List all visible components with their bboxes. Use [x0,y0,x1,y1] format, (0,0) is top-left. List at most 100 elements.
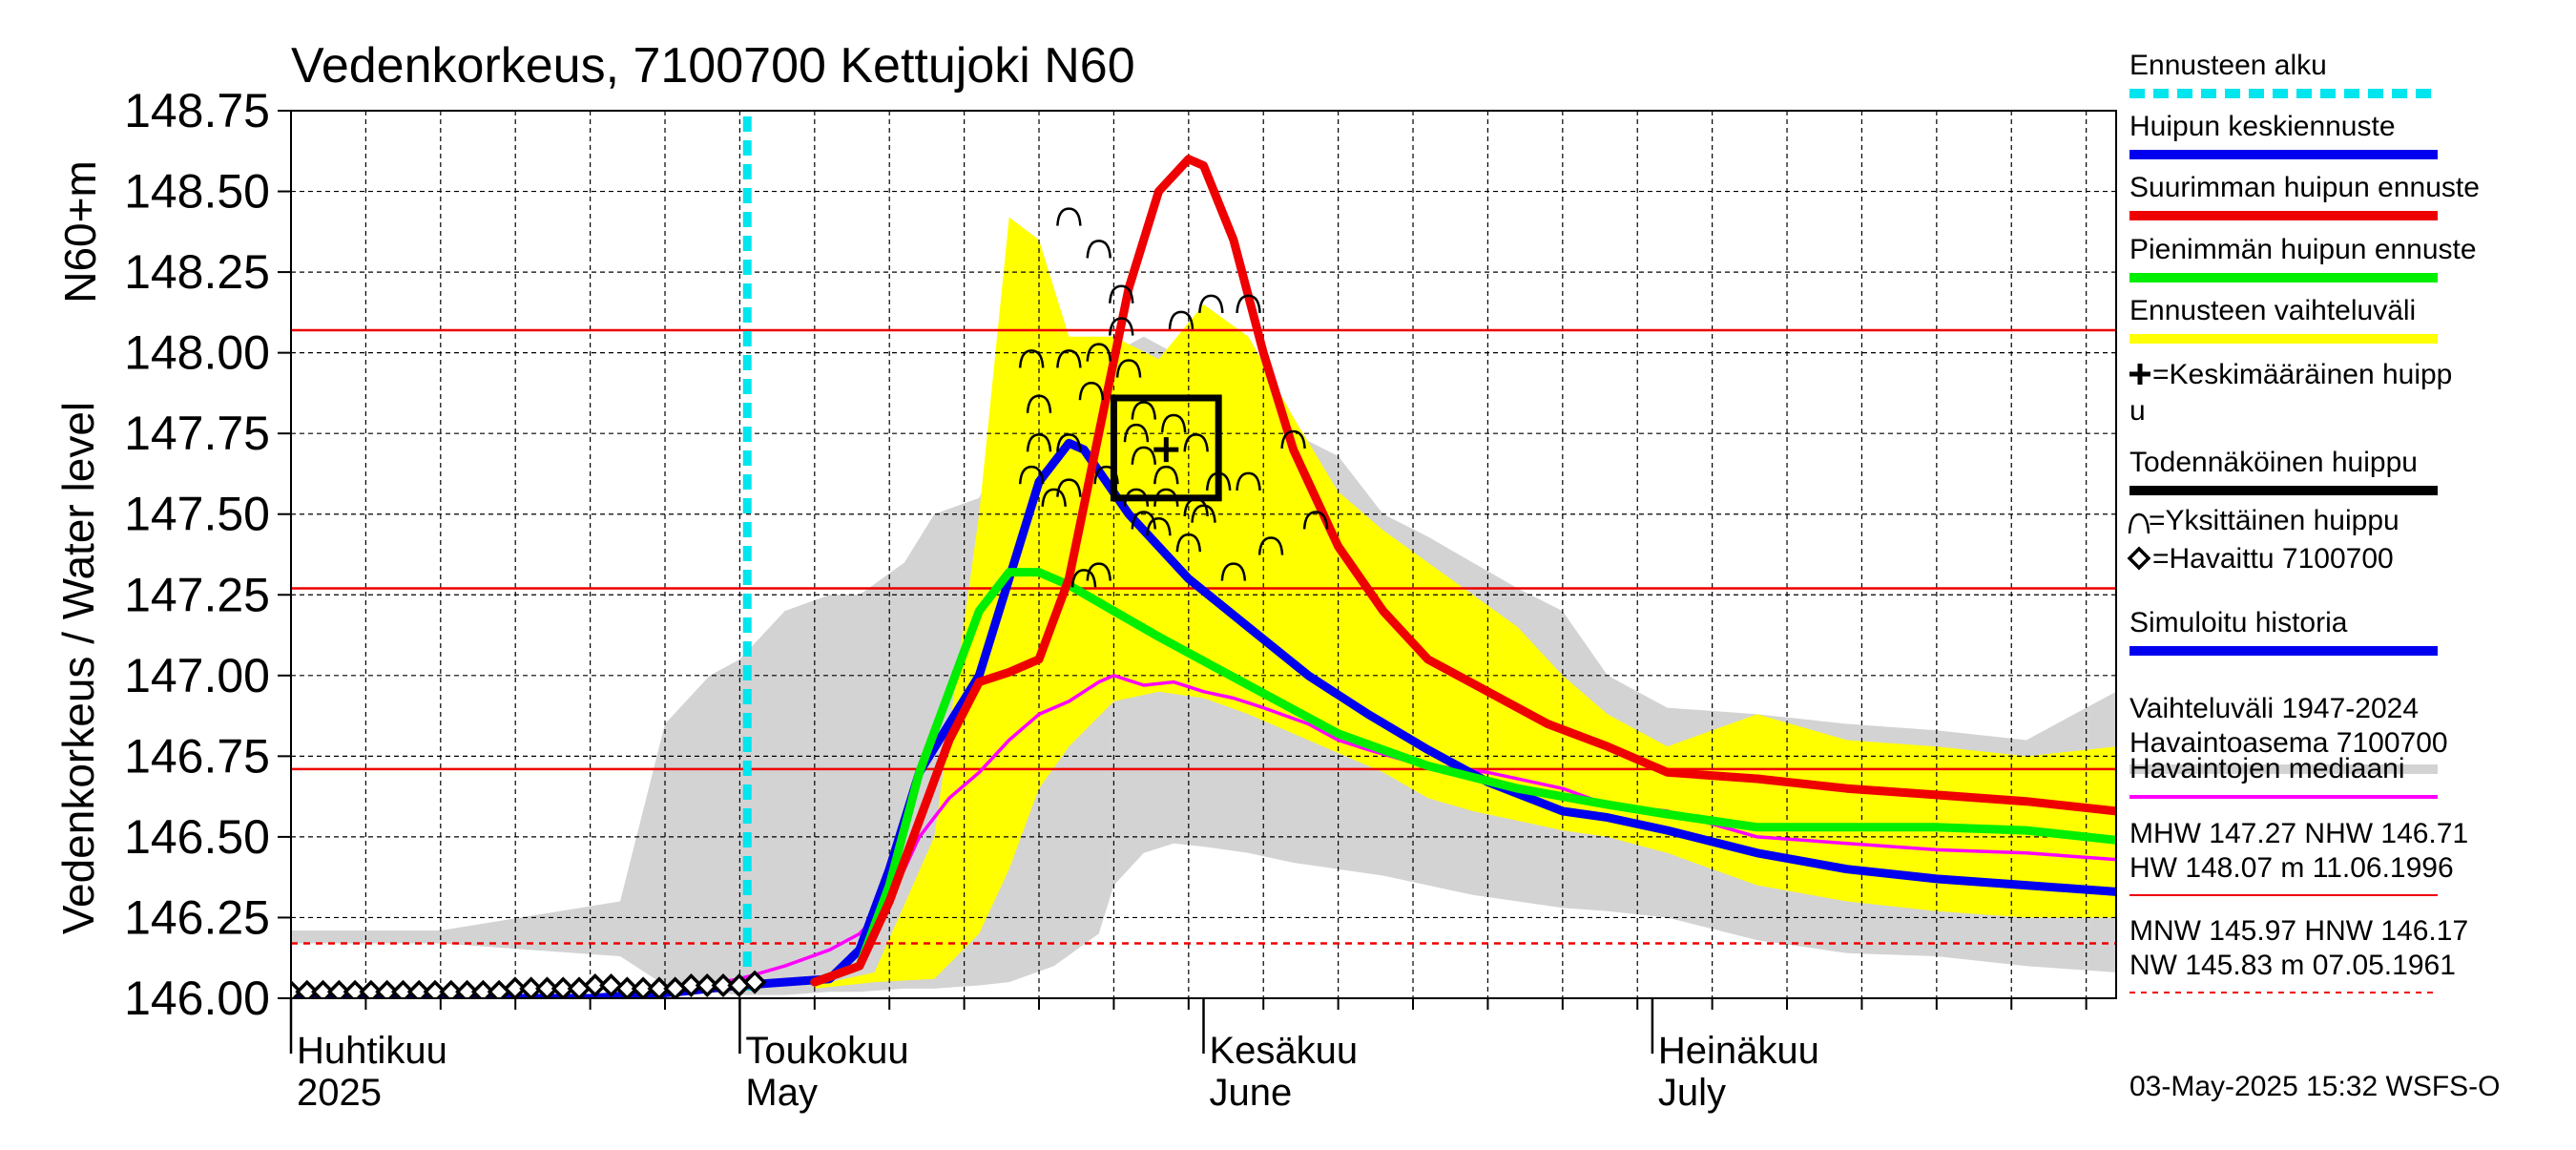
legend-item: Huipun keskiennuste [2129,111,2438,159]
y-tick-label: 148.75 [124,84,270,137]
observation-marker [291,979,303,998]
observation-marker [742,970,767,994]
legend-item: Havaintojen mediaani [2129,753,2438,799]
peak-arc-legend-icon [2128,512,2150,534]
stats-hw: HW 148.07 m 11.06.1996 [2129,852,2454,884]
x-month-label-en: July [1658,1072,1726,1114]
individual-peak-marker [1086,343,1111,362]
observation-marker [455,979,480,998]
footer-timestamp: 03-May-2025 15:32 WSFS-O [2129,1071,2501,1102]
individual-peak-marker [1302,511,1329,530]
stats-mhw-nhw: MHW 147.27 NHW 146.71 [2129,818,2468,849]
individual-peak-marker [1026,433,1052,452]
mean-peak-legend-icon [2129,364,2150,385]
individual-peak-marker [1056,349,1082,368]
chart-title: Vedenkorkeus, 7100700 Kettujoki N60 [291,38,1135,94]
legend-label: Simuloitu historia [2129,607,2348,638]
legend-label: Havaintojen mediaani [2129,753,2405,784]
individual-peak-marker [1018,349,1045,368]
y-tick-label: 147.00 [124,649,270,702]
individual-peak-marker [1123,423,1150,443]
stats-nw: NW 145.83 m 07.05.1961 [2129,950,2456,981]
legend: Ennusteen alku Huipun keskiennuste Suurimm… [2127,50,2480,799]
x-month-label-en: May [745,1072,818,1114]
forecast-range-band [814,217,2116,989]
individual-peak-marker [1115,359,1142,378]
legend-label: Todennäköinen huippu [2129,447,2418,478]
legend-label: =Havaittu 7100700 [2152,543,2394,575]
individual-peak-marker [1109,284,1134,303]
plot-area: 146.00 146.25 146.50 146.75 147.00 147.25 147.… [124,84,2117,1114]
legend-label: =Yksittäinen huippu [2149,505,2399,536]
individual-peak-marker [1183,433,1209,452]
legend-item: Suurimman huipun ennuste [2129,172,2480,220]
legend-label: Ennusteen vaihteluväli [2129,295,2416,326]
observation-marker [599,972,624,997]
individual-peak-marker [1026,394,1052,413]
x-month-label: Toukokuu [745,1030,908,1072]
y-tick-label: 148.00 [124,326,270,380]
legend-item: Pienimmän huipun ennuste [2129,234,2477,282]
individual-peak-marker [1257,536,1284,555]
y-tick-label: 148.50 [124,165,270,219]
observation-marker [423,979,447,998]
individual-peaks [1018,207,1329,588]
observation-marker [311,979,336,998]
stats-mnw-hnw: MNW 145.97 HNW 146.17 [2129,915,2468,947]
individual-peak-marker [1153,465,1179,485]
probable-peak-box [1110,394,1222,502]
x-month-label: Heinäkuu [1658,1030,1819,1072]
individual-peak-marker [1131,401,1157,420]
mean-peak-plus [1153,437,1179,463]
y-tick-label: 148.25 [124,245,270,299]
plot-inner [291,111,2116,998]
legend-label: Suurimman huipun ennuste [2129,172,2480,203]
legend-item: =Havaittu 7100700 [2127,543,2394,575]
legend-label-continued: u [2129,395,2146,427]
individual-peak-marker [1018,465,1045,485]
legend-item: Vaihteluväli 1947-2024 Havaintoasema 710… [2129,693,2448,774]
individual-peak-marker [1175,533,1202,553]
individual-peak-marker [1236,471,1261,491]
legend-item: =Keskimääräinen huippu [2129,359,2452,427]
legend-label: Ennusteen alku [2129,50,2327,81]
legend-label-continued: Havaintoasema 7100700 [2129,727,2448,759]
individual-peak-marker [1086,240,1111,259]
individual-peak-marker [1056,478,1082,497]
y-tick-label: 146.50 [124,810,270,864]
observation-marker [390,979,415,998]
series-line [810,155,2116,987]
individual-peak-marker [1070,569,1097,588]
y-tick-label: 147.50 [124,488,270,541]
individual-peak-marker [1160,413,1187,433]
individual-peak-marker [1041,488,1067,507]
x-month-label: Huhtikuu [297,1030,447,1072]
y-tick-label: 146.75 [124,729,270,783]
legend-label: Vaihteluväli 1947-2024 [2129,693,2419,724]
observation-marker [375,979,400,998]
legend-label: Pienimmän huipun ennuste [2129,234,2477,265]
x-month-label: Kesäkuu [1210,1030,1359,1072]
y-tick-label: 146.00 [124,972,270,1025]
observation-marker [678,972,703,997]
individual-peak-marker [1056,207,1082,226]
diamond-legend-icon [2127,546,2151,571]
y-tick-label: 147.75 [124,407,270,460]
legend-item: Ennusteen vaihteluväli [2129,295,2438,344]
legend-label: Huipun keskiennuste [2129,111,2396,142]
individual-peak-marker [1056,433,1082,452]
grid [291,111,2116,998]
series-line [291,438,2116,998]
individual-peak-marker [1131,446,1157,465]
individual-peak-marker [1198,294,1224,313]
individual-peak-marker [1220,562,1247,581]
observation-marker [295,979,320,998]
individual-peak-marker [1168,310,1195,329]
observation-marker [343,979,367,998]
legend-item: =Yksittäinen huippu [2128,505,2399,536]
observation-marker [695,972,719,997]
x-month-label-en: June [1210,1072,1293,1114]
series-line [810,568,2116,987]
observation-marker [326,979,351,998]
